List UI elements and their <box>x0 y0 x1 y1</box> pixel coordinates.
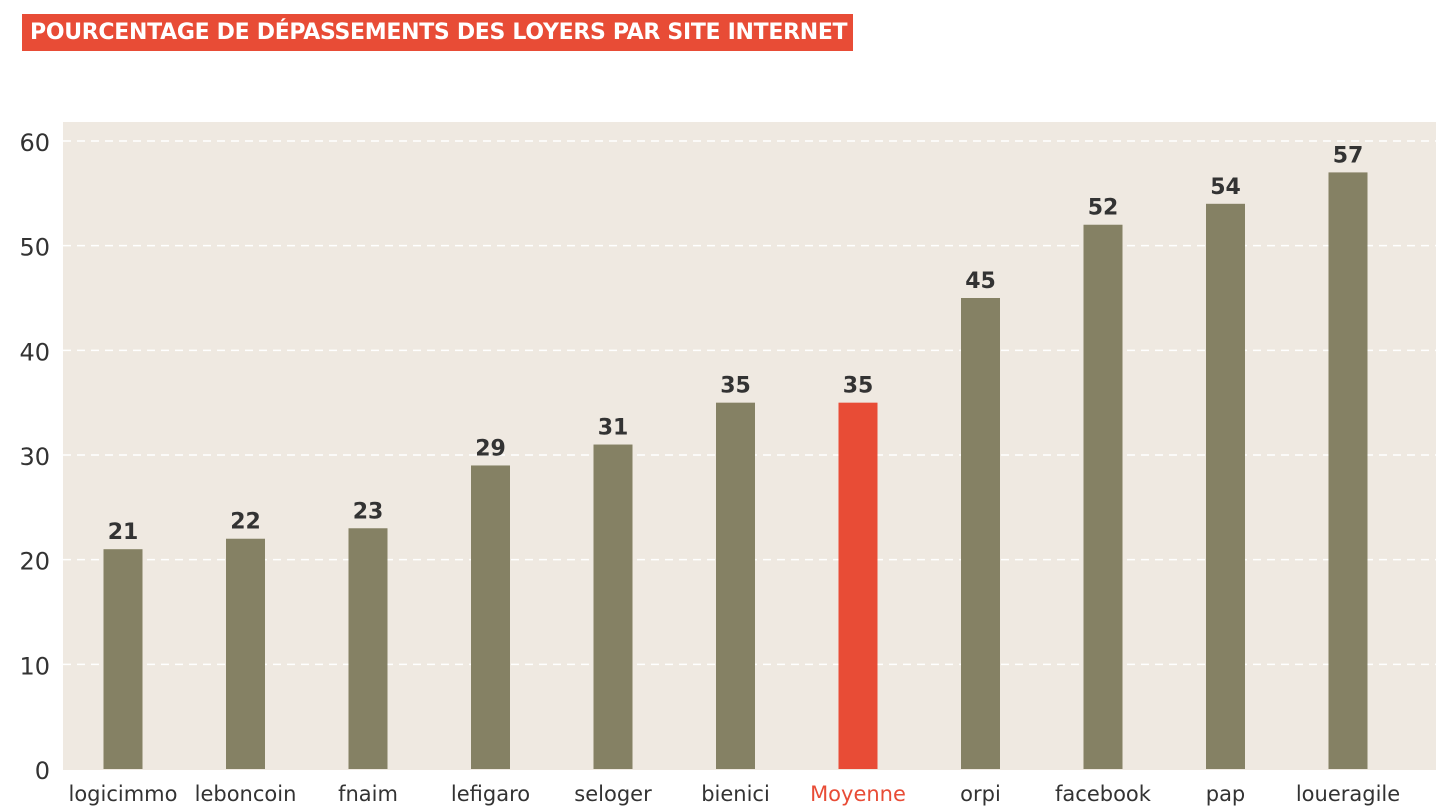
bar <box>1328 172 1368 769</box>
bar <box>1083 224 1123 769</box>
bar <box>226 538 265 769</box>
x-tick-label: bienici <box>701 782 770 806</box>
x-tick-label: seloger <box>574 782 652 806</box>
bar <box>961 298 1000 769</box>
data-label: 45 <box>965 269 996 294</box>
bar <box>716 402 755 769</box>
y-tick-label: 10 <box>19 652 50 680</box>
x-tick-label: facebook <box>1055 782 1152 806</box>
y-tick-label: 40 <box>19 338 50 366</box>
data-label: 22 <box>230 510 261 535</box>
x-tick-label: pap <box>1206 782 1246 806</box>
bar <box>1206 203 1245 770</box>
data-label: 35 <box>720 374 751 399</box>
y-tick-label: 30 <box>19 443 50 471</box>
bar <box>103 549 143 769</box>
x-tick-label: Moyenne <box>810 782 906 806</box>
y-tick-label: 50 <box>19 234 50 262</box>
data-label: 29 <box>475 436 506 461</box>
bar <box>471 465 510 769</box>
y-tick-label: 0 <box>35 757 50 785</box>
x-tick-label: fnaim <box>338 782 398 806</box>
data-label: 23 <box>353 499 384 524</box>
chart-title-banner: POURCENTAGE DE DÉPASSEMENTS DES LOYERS P… <box>22 14 853 51</box>
x-tick-label: logicimmo <box>69 782 178 806</box>
x-tick-label: orpi <box>960 782 1001 806</box>
y-tick-label: 20 <box>19 548 50 576</box>
data-label: 31 <box>598 416 629 441</box>
data-label: 21 <box>108 520 139 545</box>
x-tick-label: lefigaro <box>451 782 530 806</box>
data-label: 35 <box>843 374 874 399</box>
data-label: 54 <box>1210 175 1241 200</box>
data-label: 57 <box>1333 143 1364 168</box>
bar <box>348 528 388 769</box>
y-tick-label: 60 <box>19 129 50 157</box>
bar <box>593 444 633 769</box>
x-tick-label: loueragile <box>1296 782 1400 806</box>
chart-title: POURCENTAGE DE DÉPASSEMENTS DES LOYERS P… <box>30 20 848 45</box>
x-tick-label: leboncoin <box>195 782 297 806</box>
bar-highlight <box>838 402 878 769</box>
data-label: 52 <box>1088 196 1119 221</box>
